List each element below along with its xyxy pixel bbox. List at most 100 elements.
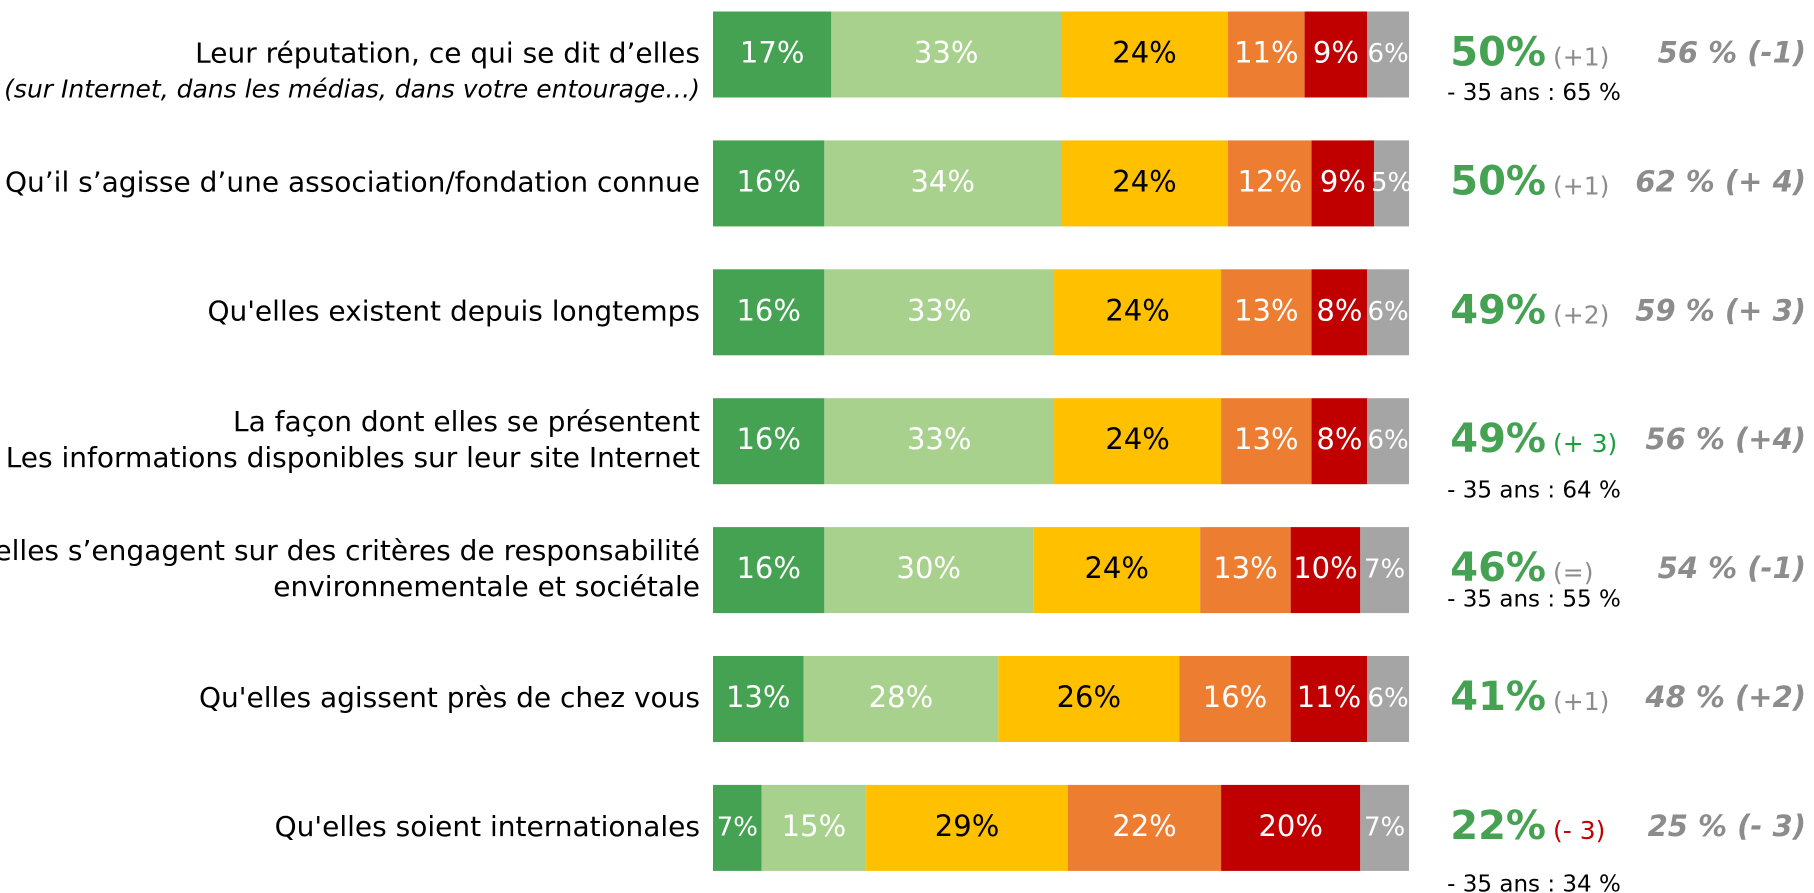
bar-segment [1311, 140, 1375, 227]
bar-segment [824, 140, 1061, 227]
bar-segment [713, 269, 825, 356]
bar-value-label: 13% [726, 680, 790, 714]
previous-label: 48 % (+2) [1644, 680, 1806, 714]
bar-segment [1311, 398, 1368, 485]
bar-segment [713, 527, 825, 614]
category-label: Les informations disponibles sur leur si… [6, 441, 700, 474]
change-label: (+2) [1553, 300, 1609, 329]
bar-value-label: 20% [1258, 809, 1322, 843]
sub-note: - 35 ans : 64 % [1447, 478, 1621, 504]
total-label: 49% [1450, 416, 1546, 462]
bar-value-label: 33% [914, 36, 978, 70]
bar-value-label: 8% [1316, 293, 1362, 327]
bar-value-label: 5% [1371, 168, 1412, 198]
bar-segment [1033, 527, 1201, 614]
sub-note: - 35 ans : 34 % [1447, 871, 1621, 893]
bar-segment [1360, 527, 1409, 614]
bar-value-label: 26% [1057, 680, 1121, 714]
bar-value-label: 6% [1367, 426, 1408, 456]
bar-segment [1061, 11, 1229, 98]
bar-segment [1290, 527, 1361, 614]
bar-segment [1367, 269, 1409, 356]
category-label: Qu'elles soient internationales [275, 810, 700, 843]
total-label: 22% [1450, 803, 1546, 849]
bar-segment [1367, 398, 1409, 485]
category-label: La façon dont elles se présentent [233, 405, 700, 438]
bar-segment [1367, 11, 1409, 98]
bar-segment [1200, 527, 1291, 614]
bar-value-label: 24% [1105, 422, 1169, 456]
total-label: 50% [1450, 30, 1546, 76]
bar-value-label: 8% [1316, 422, 1362, 456]
bar-value-label: 34% [910, 164, 974, 198]
total-label: 46% [1450, 545, 1546, 591]
bar-value-label: 13% [1234, 293, 1298, 327]
bar-value-label: 16% [736, 422, 800, 456]
total-label: 41% [1450, 674, 1546, 720]
bar-value-label: 13% [1234, 422, 1298, 456]
bar-value-label: 24% [1112, 36, 1176, 70]
previous-label: 62 % (+ 4) [1635, 164, 1806, 198]
previous-label: 56 % (+4) [1645, 422, 1806, 456]
bar-segment [713, 656, 804, 742]
bar-segment [1061, 140, 1229, 227]
previous-label: 59 % (+ 3) [1635, 293, 1806, 327]
bar-value-label: 33% [907, 422, 971, 456]
bar-segment [824, 398, 1055, 485]
bar-value-label: 11% [1234, 36, 1298, 70]
bar-value-label: 7% [717, 812, 758, 842]
change-label: (+1) [1553, 171, 1609, 200]
bar-value-label: 9% [1313, 36, 1359, 70]
bar-segment [713, 398, 825, 485]
bar-value-label: 16% [1203, 680, 1267, 714]
bar-value-label: 22% [1112, 809, 1176, 843]
bar-segment [1221, 269, 1312, 356]
bar-value-label: 12% [1238, 164, 1302, 198]
bar-segment [713, 784, 762, 871]
bar-value-label: 7% [1364, 812, 1405, 842]
bar-segment [803, 656, 999, 742]
change-label: (+ 3) [1553, 429, 1617, 458]
bar-value-label: 6% [1367, 684, 1408, 714]
total-label: 50% [1450, 158, 1546, 204]
sub-note: - 35 ans : 65 % [1447, 80, 1621, 106]
bar-segment [1311, 269, 1368, 356]
bar-segment [761, 784, 867, 871]
change-label: (- 3) [1553, 816, 1605, 845]
bar-value-label: 24% [1084, 551, 1148, 585]
bar-value-label: 16% [736, 551, 800, 585]
change-label: (+1) [1553, 43, 1609, 72]
bar-value-label: 11% [1297, 680, 1361, 714]
category-label: Qu'elles existent depuis longtemps [207, 294, 700, 327]
change-label: (=) [1553, 558, 1593, 587]
category-label: Qu'elles agissent près de chez vous [199, 681, 700, 714]
bar-value-label: 33% [907, 293, 971, 327]
bar-segment [824, 527, 1034, 614]
bar-value-label: 29% [935, 809, 999, 843]
bar-segment [1228, 11, 1305, 98]
bar-segment [831, 11, 1061, 98]
previous-label: 54 % (-1) [1658, 551, 1806, 585]
bar-value-label: 6% [1367, 297, 1408, 327]
bar-value-label: 9% [1320, 164, 1366, 198]
bar-value-label: 13% [1213, 551, 1277, 585]
bar-value-label: 24% [1112, 164, 1176, 198]
bar-segment [998, 656, 1180, 742]
bar-segment [1304, 11, 1368, 98]
bar-segment [824, 269, 1055, 356]
change-label: (+1) [1553, 687, 1609, 716]
bar-value-label: 17% [740, 36, 804, 70]
bar-segment [866, 784, 1068, 871]
category-label: Leur réputation, ce qui se dit d’elles [195, 37, 700, 70]
bar-segment [1221, 784, 1361, 871]
bar-value-label: 24% [1105, 293, 1169, 327]
bar-segment [1360, 784, 1409, 871]
category-label: environnementale et sociétale [273, 570, 700, 603]
sub-note: - 35 ans : 55 % [1447, 587, 1621, 613]
bar-segment [1374, 140, 1409, 227]
bar-value-label: 15% [782, 809, 846, 843]
bar-segment [1228, 140, 1312, 227]
category-label: Qu’elles s’engagent sur des critères de … [0, 534, 700, 567]
bar-segment [713, 11, 832, 98]
category-note: (sur Internet, dans les médias, dans vot… [4, 75, 700, 104]
